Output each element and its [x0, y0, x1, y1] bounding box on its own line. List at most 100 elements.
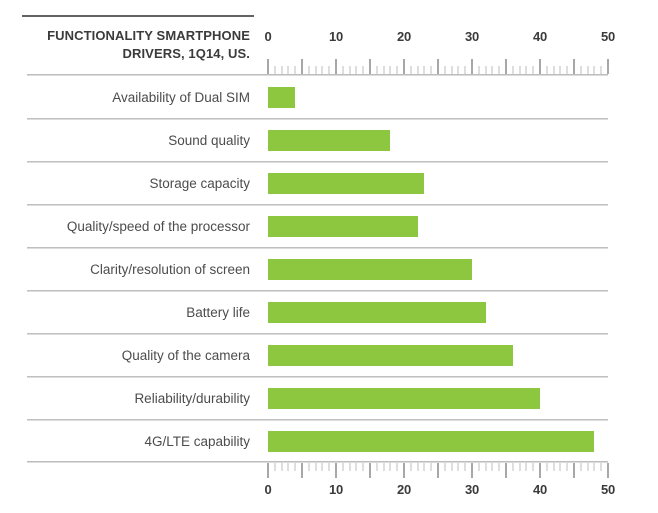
minor-tick	[593, 463, 595, 471]
axis-tick-label: 10	[328, 482, 344, 497]
minor-tick	[294, 463, 296, 471]
bar	[268, 431, 595, 452]
major-tick	[267, 463, 269, 478]
minor-tick	[498, 463, 500, 471]
minor-tick	[376, 66, 378, 74]
minor-tick	[559, 463, 561, 471]
minor-tick	[546, 66, 548, 74]
category-label: Quality/speed of the processor	[66, 219, 250, 234]
axis-tick-label: 40	[532, 29, 548, 44]
row-separator	[27, 203, 608, 206]
minor-tick	[478, 463, 480, 471]
minor-tick	[355, 463, 357, 471]
axis-tick-label: 0	[264, 482, 272, 497]
major-tick	[437, 463, 439, 478]
minor-tick	[464, 66, 466, 74]
bar	[268, 388, 540, 409]
major-tick	[267, 59, 269, 74]
minor-tick	[593, 66, 595, 74]
minor-tick	[417, 463, 419, 471]
chart-title-line1: FUNCTIONALITY SMARTPHONE	[47, 28, 250, 43]
minor-tick	[464, 463, 466, 471]
minor-tick	[362, 463, 364, 471]
axis-tick-label: 0	[264, 29, 272, 44]
minor-tick	[532, 66, 534, 74]
minor-tick	[287, 463, 289, 471]
minor-tick	[423, 66, 425, 74]
bottom-axis-line	[27, 461, 608, 463]
minor-tick	[389, 66, 391, 74]
minor-tick	[342, 463, 344, 471]
minor-tick	[355, 66, 357, 74]
row-separator	[27, 160, 608, 163]
major-tick	[539, 463, 541, 478]
minor-tick	[512, 66, 514, 74]
chart-row: Clarity/resolution of screen	[27, 248, 608, 292]
minor-tick	[580, 463, 582, 471]
minor-tick	[308, 463, 310, 471]
minor-tick	[519, 463, 521, 471]
axis-tick-label: 50	[600, 29, 616, 44]
bottom-axis-labels: 0 10 20 30 40 50	[264, 482, 615, 498]
row-separator	[27, 332, 608, 335]
category-label: Clarity/resolution of screen	[90, 262, 250, 277]
axis-tick-label: 50	[600, 482, 616, 497]
minor-tick	[587, 66, 589, 74]
axis-tick-label: 30	[464, 482, 480, 497]
title-top-rule	[22, 15, 254, 17]
axis-tick-label: 20	[396, 482, 412, 497]
minor-tick	[451, 463, 453, 471]
major-tick	[505, 59, 507, 74]
major-tick	[573, 59, 575, 74]
bar	[268, 87, 296, 108]
row-separator	[27, 289, 608, 292]
major-tick	[369, 59, 371, 74]
major-tick	[471, 59, 473, 74]
minor-tick	[383, 463, 385, 471]
minor-tick	[580, 66, 582, 74]
minor-tick	[281, 66, 283, 74]
major-tick	[505, 463, 507, 478]
minor-tick	[389, 463, 391, 471]
category-label: Storage capacity	[149, 176, 250, 191]
minor-tick	[274, 66, 276, 74]
category-label: Quality of the camera	[121, 348, 250, 363]
minor-tick	[315, 66, 317, 74]
axis-tick-label: 40	[532, 482, 548, 497]
top-axis-line	[27, 74, 608, 76]
minor-tick	[396, 463, 398, 471]
major-tick	[403, 463, 405, 478]
chart-row: Battery life	[27, 291, 608, 335]
category-label: 4G/LTE capability	[144, 434, 250, 449]
major-tick	[607, 59, 609, 74]
minor-tick	[553, 66, 555, 74]
minor-tick	[410, 66, 412, 74]
minor-tick	[321, 463, 323, 471]
minor-tick	[308, 66, 310, 74]
chart-row: Reliability/durability	[27, 377, 608, 421]
minor-tick	[546, 463, 548, 471]
minor-tick	[321, 66, 323, 74]
bar	[268, 173, 425, 194]
minor-tick	[566, 463, 568, 471]
major-tick	[369, 463, 371, 478]
minor-tick	[485, 66, 487, 74]
minor-tick	[349, 463, 351, 471]
minor-tick	[430, 66, 432, 74]
minor-tick	[498, 66, 500, 74]
chart-row: Quality of the camera	[27, 334, 608, 378]
row-separator	[27, 375, 608, 378]
minor-tick	[349, 66, 351, 74]
minor-tick	[423, 463, 425, 471]
minor-tick	[396, 66, 398, 74]
plot-area: Availability of Dual SIM Sound quality Sto…	[27, 76, 608, 463]
minor-tick	[491, 66, 493, 74]
chart-row: Storage capacity	[27, 162, 608, 206]
minor-tick	[519, 66, 521, 74]
minor-tick	[457, 66, 459, 74]
minor-tick	[444, 463, 446, 471]
minor-tick	[410, 463, 412, 471]
minor-tick	[553, 463, 555, 471]
major-tick	[471, 463, 473, 478]
